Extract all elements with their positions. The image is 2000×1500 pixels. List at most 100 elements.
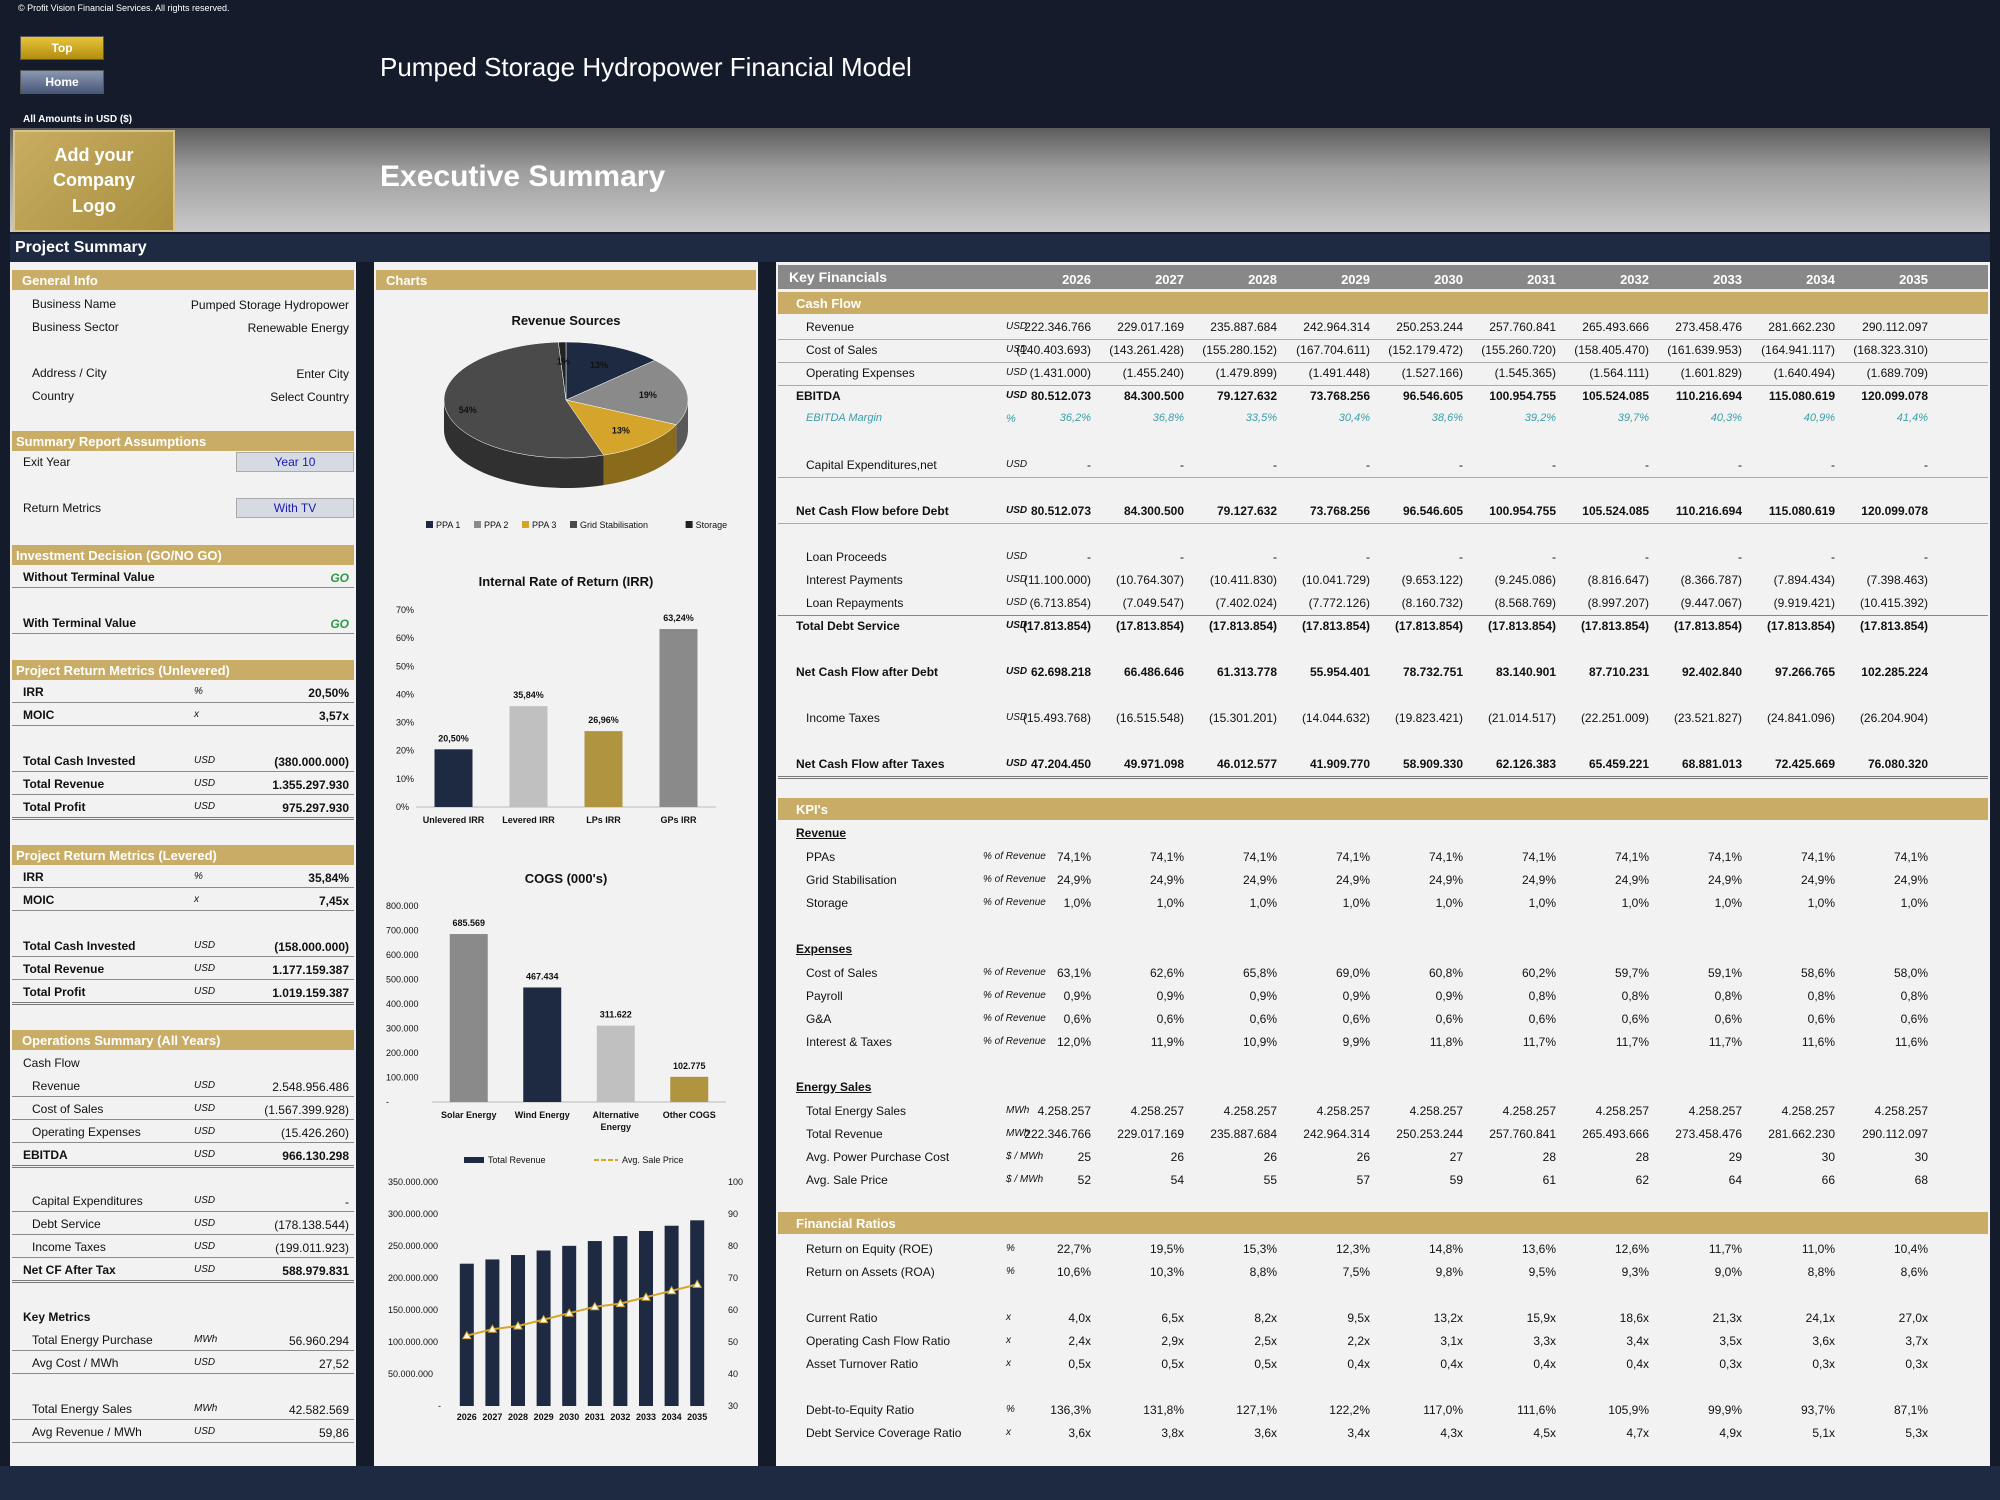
row-value: 235.887.684 [1210,320,1277,334]
legend-swatch [464,1157,484,1163]
row-value: 100.954.755 [1489,389,1556,403]
row-value: (17.813.854) [1859,619,1928,633]
row-value: 1,0% [1063,896,1091,910]
business-name-row: Business Name Pumped Storage Hydropower [12,294,354,314]
bar [523,987,562,1102]
row-value: 61.313.778 [1216,665,1277,679]
row-value: 74,1% [1521,850,1556,864]
row-value: 4.258.257 [1688,1104,1742,1118]
sale-price-marker [615,1298,626,1308]
kf-row: Storage % of Revenue 1,0% 1,0% 1,0% 1,0% 1,0% 1… [778,892,1988,915]
row-value: 127,1% [1236,1403,1277,1417]
row-unit: MWh [1006,1105,1030,1116]
row-value: - [1738,550,1742,564]
row-value: 41,4% [1896,412,1928,424]
legend-swatch [426,521,433,528]
row-value: 0,8% [1807,989,1835,1003]
row-label: EBITDA Margin [806,412,883,424]
row-value: (10.415.392) [1859,596,1928,610]
row-value: 588.979.831 [282,1264,349,1278]
row-unit: $ / MWh [1006,1151,1044,1162]
bar [664,1225,679,1406]
row-value: 30 [1821,1150,1835,1164]
y-tick-label: 400.000 [386,999,419,1009]
logo-text: Add your Company Logo [52,145,135,216]
row-value: (1.567.399.928) [264,1103,349,1117]
top-button[interactable]: Top [20,36,104,60]
row-value: Pumped Storage Hydropower [190,298,349,312]
row-unit: USD [194,1241,216,1252]
y-tick-label: 60% [396,633,414,643]
row-value: 10,3% [1149,1265,1184,1279]
row-value: 1,0% [1342,896,1370,910]
row-unit: x [194,709,199,720]
row-value: (17.813.854) [1580,619,1649,633]
row-unit: USD [194,1080,216,1091]
home-button[interactable]: Home [20,70,104,94]
row-value: 24,9% [1800,873,1835,887]
row-value: 117,0% [1423,1403,1463,1417]
exit-year-select[interactable]: Year 10 [236,452,354,472]
row-value: 4.258.257 [1502,1104,1556,1118]
row-value: 100.954.755 [1489,504,1556,518]
row-value: 58,6% [1800,966,1835,980]
row-value[interactable]: Enter City [296,367,349,381]
row-value: (8.366.787) [1680,573,1742,587]
row-label: Total Energy Sales [806,1104,907,1118]
row-value: 4.258.257 [1037,1104,1091,1118]
row-label: Net CF After Tax [23,1263,116,1277]
bar-data-label: 26,96% [588,715,619,725]
row-value: (21.014.517) [1487,711,1556,725]
row-label: EBITDA [23,1148,68,1162]
row-value: 41.909.770 [1309,757,1370,771]
section-title: Executive Summary [380,160,666,193]
bar [613,1236,628,1406]
y-tick-label: 800.000 [386,901,419,911]
sale-price-marker [487,1324,498,1333]
row-value: 0,4x [1347,1357,1370,1371]
row-value: (9.447.067) [1680,596,1742,610]
row-value: 18,6x [1619,1311,1649,1325]
acm-row: Avg Cost / MWh USD 27,52 [12,1353,354,1374]
row-unit: % of Revenue [983,967,1046,978]
row-value: (164.941.117) [1761,343,1835,357]
chart-title: Internal Rate of Return (IRR) [478,574,654,589]
row-value: 62,6% [1149,966,1184,980]
row-value: 2,2x [1347,1334,1370,1348]
bar-data-label: 20,50% [438,733,469,743]
y-tick-label: 20% [396,746,414,756]
go-badge: GO [330,571,349,585]
kf-row: Cost of Sales % of Revenue 63,1% 62,6% 65,8%… [778,962,1988,985]
summary-banner [10,128,1990,232]
row-value: 65,8% [1242,966,1277,980]
kf-row: Total Energy Sales MWh 4.258.257 4.258.257 4… [778,1100,1988,1123]
row-value: 265.493.666 [1582,1127,1649,1141]
row-value: 57 [1356,1173,1370,1187]
row-value: 0,4x [1440,1357,1463,1371]
y2-tick-label: 30 [728,1401,738,1411]
row-value: 74,1% [1707,850,1742,864]
row-value: (1.564.111) [1589,366,1649,380]
row-value: 975.297.930 [282,801,349,815]
pie-slice [558,341,567,401]
row-value: 9,0% [1714,1265,1742,1279]
y2-tick-label: 100 [728,1177,743,1187]
kf-row: Avg. Sale Price $ / MWh 52 54 55 57 59 61 62 64 66… [778,1169,1988,1192]
row-label: Operating Cash Flow Ratio [806,1334,951,1348]
row-value: (1.479.899) [1215,366,1277,380]
row-value[interactable]: Select Country [270,390,349,404]
year-header: 2033 [1713,272,1742,287]
row-value: - [1645,550,1649,564]
row-value: 102.285.224 [1861,665,1928,679]
pie-slice [443,341,605,459]
row-value: - [1459,458,1463,472]
return-metrics-select[interactable]: With TV [236,498,354,518]
row-label: Address / City [32,366,107,380]
row-value: 49.971.098 [1123,757,1184,771]
company-logo-placeholder[interactable]: Add your Company Logo [13,130,175,232]
y-tick-label: 700.000 [386,926,419,936]
row-value: 79.127.632 [1216,389,1277,403]
row-label: Operating Expenses [806,366,915,380]
row-value: 24,9% [1242,873,1277,887]
row-value: (24.841.096) [1766,711,1835,725]
